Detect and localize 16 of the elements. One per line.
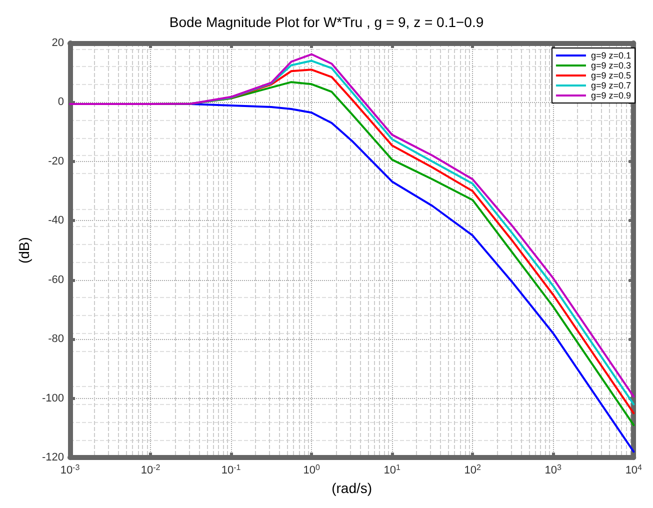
- chart-title: Bode Magnitude Plot for W*Tru , g = 9, z = 0.1−0.9: [169, 14, 484, 30]
- y-tick-label: 0: [58, 96, 64, 108]
- y-tick-label: -60: [48, 274, 64, 286]
- legend-label: g=9 z=0.1: [590, 50, 632, 60]
- y-tick-label: -40: [48, 214, 64, 227]
- legend-label: g=9 z=0.5: [590, 70, 632, 80]
- legend-label: g=9 z=0.7: [590, 80, 632, 90]
- y-tick-label: -100: [42, 392, 64, 404]
- legend-label: g=9 z=0.3: [590, 60, 632, 70]
- y-tick-label: -80: [48, 333, 64, 346]
- y-axis-title: (dB): [16, 237, 32, 264]
- y-tick-label: -20: [48, 155, 64, 168]
- y-tick-label: -120: [42, 452, 64, 464]
- legend-label: g=9 z=0.9: [590, 90, 632, 100]
- x-axis-title: (rad/s): [332, 480, 372, 496]
- y-tick-label: 20: [52, 37, 64, 49]
